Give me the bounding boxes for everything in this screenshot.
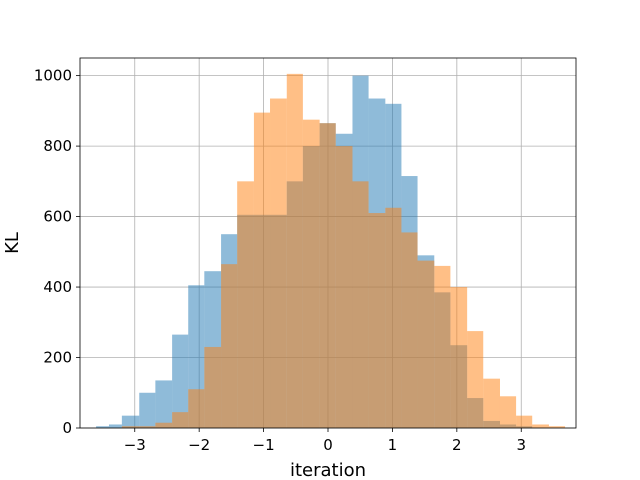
histogram-bar-series-2 — [418, 261, 435, 428]
histogram-bar-series-2 — [303, 120, 320, 428]
histogram-bar-series-2 — [336, 146, 353, 428]
y-axis-label: KL — [2, 232, 23, 254]
histogram-bar-series-2 — [204, 347, 221, 428]
y-tick-label: 200 — [43, 349, 72, 367]
x-tick-label: 2 — [452, 436, 462, 454]
histogram-bar-series-2 — [483, 379, 500, 428]
histogram-bar-series-2 — [270, 99, 287, 428]
x-tick-label: −3 — [124, 436, 146, 454]
histogram-bar-series-2 — [237, 181, 254, 428]
histogram-bar-series-1 — [122, 416, 139, 428]
histogram-bar-series-2 — [352, 181, 368, 428]
x-tick-label: 0 — [323, 436, 333, 454]
histogram-bar-series-2 — [221, 264, 237, 428]
y-tick-label: 1000 — [34, 67, 72, 85]
x-tick-label: 1 — [388, 436, 398, 454]
histogram-bar-series-2 — [385, 208, 401, 428]
x-tick-label: 3 — [516, 436, 526, 454]
histogram-bar-series-2 — [467, 331, 483, 428]
histogram-bar-series-2 — [532, 424, 549, 428]
histogram-bar-series-2 — [450, 287, 467, 428]
histogram-bar-series-2 — [254, 113, 270, 428]
histogram-bar-series-2 — [434, 266, 450, 428]
histogram-bar-series-2 — [500, 396, 516, 428]
histogram-bar-series-1 — [155, 380, 172, 428]
histogram-bar-series-2 — [401, 232, 417, 428]
x-tick-label: −2 — [188, 436, 210, 454]
y-tick-label: 800 — [43, 137, 72, 155]
y-tick-label: 600 — [43, 208, 72, 226]
histogram-bar-series-2 — [155, 423, 172, 428]
histogram-bar-series-2 — [369, 213, 386, 428]
histogram-bar-series-1 — [109, 424, 122, 428]
x-axis-label: iteration — [290, 460, 366, 480]
y-tick-label: 0 — [62, 419, 72, 437]
histogram-bar-series-2 — [320, 123, 336, 428]
histogram-bar-series-2 — [188, 389, 204, 428]
y-tick-label: 400 — [43, 278, 72, 296]
histogram-bar-series-2 — [516, 416, 532, 428]
histogram-bar-series-2 — [172, 412, 188, 428]
histogram-bar-series-2 — [287, 74, 303, 428]
histogram-bar-series-1 — [139, 393, 155, 428]
x-tick-label: −1 — [253, 436, 275, 454]
